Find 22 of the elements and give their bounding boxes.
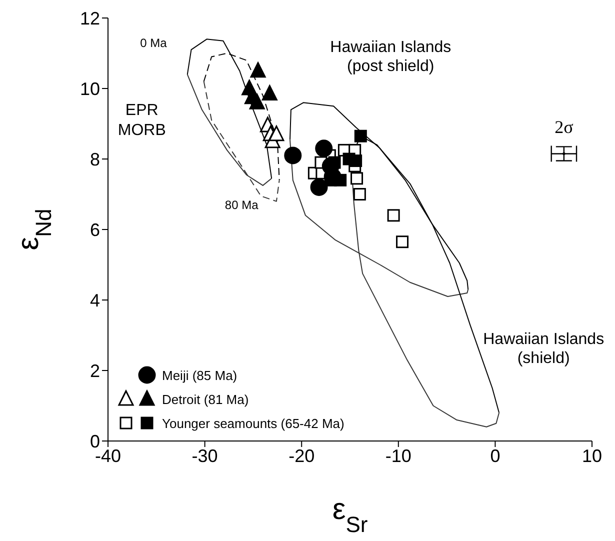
legend-label: Younger seamounts (65-42 Ma)	[162, 416, 344, 430]
annotation: 0 Ma	[140, 35, 167, 50]
annotation: Hawaiian Islands (shield)	[483, 330, 604, 368]
text: 2σ	[554, 117, 574, 138]
x-tick-label: -30	[192, 446, 218, 466]
legend-label: Detroit (81 Ma)	[162, 392, 249, 406]
y-tick-label: 12	[80, 8, 100, 28]
annotation: Hawaiian Islands (post shield)	[330, 38, 452, 76]
y-tick-label: 8	[90, 149, 100, 170]
x-tick-label: 10	[582, 446, 602, 466]
y-tick-label: 10	[80, 78, 100, 99]
x-axis-title: ε$_{Sr}$	[332, 493, 368, 536]
annotation: EPR MORB	[118, 101, 166, 140]
x-tick-label: 0	[490, 446, 500, 466]
y-tick-label: 0	[90, 431, 100, 452]
y-tick-label: 2	[90, 360, 100, 381]
y-tick-label: 4	[90, 290, 100, 310]
legend-label: Meiji (85 Ma)	[162, 368, 238, 382]
annotation: 80 Ma	[224, 198, 258, 212]
x-tick-label: -20	[288, 446, 315, 466]
x-tick-label: -10	[385, 446, 412, 466]
y-tick-label: 6	[90, 220, 100, 240]
